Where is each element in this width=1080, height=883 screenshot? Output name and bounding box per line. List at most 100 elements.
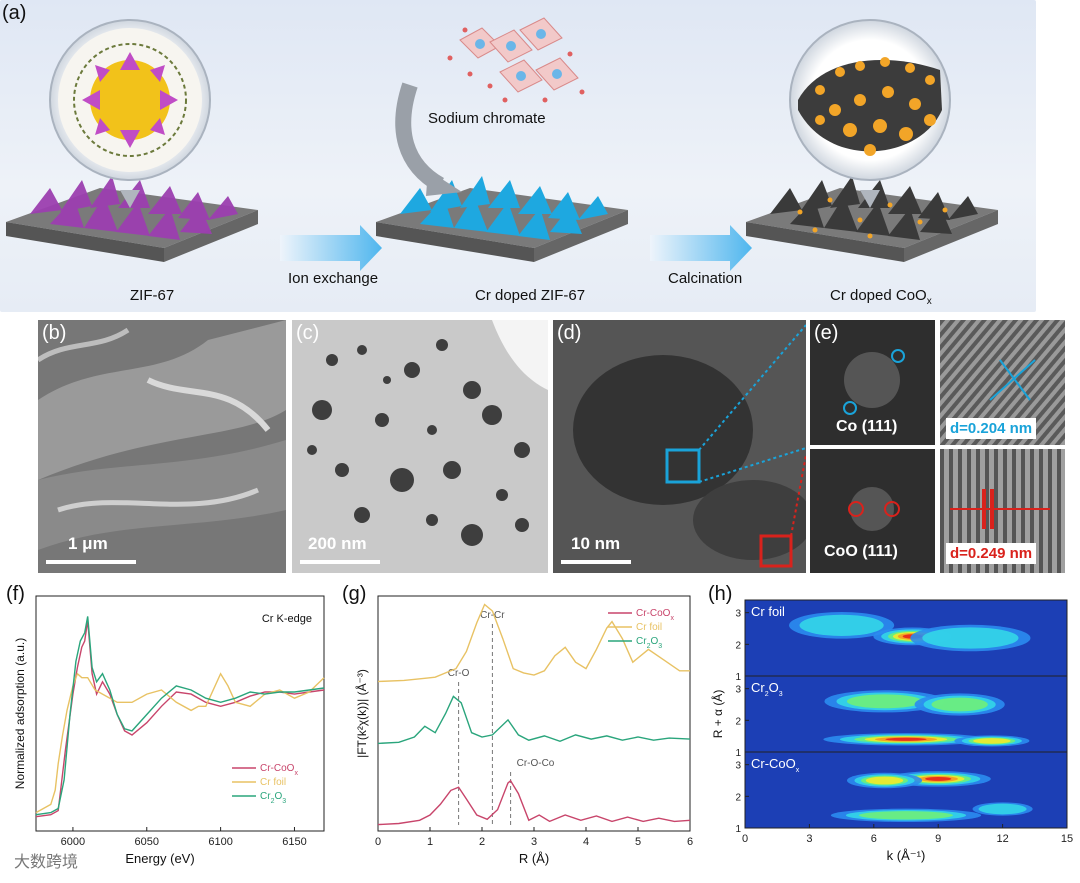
heatmap-blob-1-0-5	[885, 737, 927, 741]
panel-label-g: (g)	[342, 583, 366, 605]
y-tick-label-h: 2	[735, 640, 741, 651]
legend-label-g-1: Cr foil	[636, 622, 662, 633]
y-tick-label-h: 3	[735, 685, 741, 696]
legend-label-g-2: Cr2O3	[636, 636, 662, 650]
addition-arrow	[395, 82, 445, 192]
series-line-g-1	[377, 695, 691, 745]
lattice-image-co: d=0.204 nm	[940, 320, 1065, 445]
sem-image-b: (b) 1 μm	[38, 320, 286, 573]
cr-zif67-substrate	[376, 176, 628, 262]
legend-label-g-0: Cr-CoOx	[636, 608, 674, 622]
arrow-label-ion-exchange: Ion exchange	[288, 270, 379, 287]
scale-bar-b	[46, 560, 136, 564]
x-tick-label-f: 6100	[208, 836, 232, 848]
legend-label-f-0: Cr-CoOx	[260, 763, 298, 777]
heatmap-blob-2-2-2	[859, 811, 953, 820]
heatmap-blob-0-1-1	[799, 614, 884, 636]
zif67-substrate	[6, 176, 258, 262]
schematic-panel: (a)	[0, 0, 1036, 312]
x-tick-label-f: 6150	[282, 836, 306, 848]
x-tick-label-h: 9	[935, 833, 941, 845]
chart-ft-exafs-g: (g) 0 1 2 3 4 5 6 R (Å) |FT(k²χ(k))| (Å⁻³) Cr-O Cr-…	[342, 583, 693, 866]
panel-label-b: (b)	[42, 322, 67, 344]
y-tick-label-h: 2	[735, 716, 741, 727]
heatmap-blob-1-3-2	[931, 697, 988, 712]
reagent-label: Sodium chromate	[428, 110, 546, 127]
arrow-label-calcination: Calcination	[668, 270, 743, 287]
heatmap-panel-0	[745, 600, 1067, 676]
d-spacing-co: d=0.204 nm	[946, 418, 1037, 439]
calcination-arrow	[650, 225, 752, 271]
x-tick-label-h: 15	[1061, 833, 1073, 845]
scale-text-b: 1 μm	[68, 534, 108, 553]
panel-label-a: (a)	[2, 2, 27, 24]
plot-frame-f	[35, 595, 325, 832]
series-line-f-1	[35, 672, 325, 814]
d-spacing-coo: d=0.249 nm	[946, 543, 1037, 564]
heatmap-blob-1-2-2	[846, 694, 923, 709]
heatmap-blob-2-3-1	[978, 803, 1027, 815]
watermark: 大数跨境	[14, 854, 79, 871]
y-tick-label-h: 3	[735, 761, 741, 772]
stage-label-cr-zif67: Cr doped ZIF-67	[475, 287, 586, 304]
y-tick-label-h: 1	[735, 748, 741, 759]
chart-xanes-f: (f) 6000 6050 6100 6150 Energy (eV) Normalized…	[6, 583, 325, 866]
annotation-label-g-2: Cr-O-Co	[517, 758, 555, 769]
stage-label-cr-coox: Cr doped CoOx	[830, 287, 932, 307]
ion-exchange-arrow	[280, 225, 382, 271]
x-tick-label-g: 6	[687, 836, 693, 848]
x-axis-label-g: R (Å)	[519, 851, 549, 866]
x-axis-label-h: k (Å⁻¹)	[887, 848, 926, 863]
x-tick-label-g: 2	[479, 836, 485, 848]
heatmap-label-0: Cr foil	[751, 604, 785, 619]
panel-label-c: (c)	[296, 322, 320, 344]
fft-label-co: Co (111)	[836, 418, 898, 435]
x-tick-label-g: 0	[375, 836, 381, 848]
chart-title-f: Cr K-edge	[262, 613, 312, 625]
heatmap-blob-1-1-3	[973, 738, 1011, 744]
panel-label-h: (h)	[708, 583, 732, 605]
coox-particles-zoom	[789, 19, 951, 181]
y-axis-label-g: |FT(k²χ(k))| (Å⁻³)	[354, 669, 369, 758]
y-axis-label-f: Normalized adsorption (a.u.)	[13, 638, 27, 789]
y-axis-label-h: R + α (Å)	[710, 690, 725, 739]
heatmap-panel-2	[745, 752, 1067, 828]
panel-label-e: (e)	[814, 322, 839, 344]
legend-label-f-2: Cr2O3	[260, 791, 286, 805]
panel-label-f: (f)	[6, 583, 25, 605]
y-tick-label-h: 2	[735, 792, 741, 803]
scale-bar-d	[561, 560, 631, 564]
legend-label-f-1: Cr foil	[260, 777, 286, 788]
fft-image-coo: CoO (111)	[810, 449, 935, 573]
series-line-f-2	[35, 616, 325, 816]
x-tick-label-g: 4	[583, 836, 589, 848]
series-line-g-2	[377, 603, 690, 683]
annotation-label-g-1: Cr-Cr	[480, 610, 505, 621]
x-tick-label-h: 6	[871, 833, 877, 845]
heatmap-blob-2-1-3	[865, 776, 904, 785]
scale-text-d: 10 nm	[571, 534, 621, 553]
x-tick-label-h: 12	[996, 833, 1008, 845]
x-tick-label-g: 1	[427, 836, 433, 848]
annotation-label-g-0: Cr-O	[448, 668, 470, 679]
heatmap-frame-2	[744, 751, 1068, 829]
panel-label-d: (d)	[557, 322, 582, 344]
x-tick-label-g: 5	[635, 836, 641, 848]
lattice-image-coo: d=0.249 nm	[940, 449, 1065, 573]
synthesis-schematic	[6, 17, 998, 271]
x-tick-label-h: 3	[806, 833, 812, 845]
cr-coox-substrate	[746, 176, 998, 262]
scale-text-c: 200 nm	[308, 534, 367, 553]
y-tick-label-h: 1	[735, 824, 741, 835]
sodium-chromate-crystals	[447, 17, 585, 103]
heatmap-label-2: Cr-CoOx	[751, 756, 800, 774]
heatmap-blob-2-0-5	[925, 776, 952, 781]
x-tick-label-f: 6050	[135, 836, 159, 848]
y-tick-label-h: 1	[735, 672, 741, 683]
x-tick-label-h: 0	[742, 833, 748, 845]
x-tick-label-g: 3	[531, 836, 537, 848]
fft-label-coo: CoO (111)	[824, 543, 898, 560]
zif67-structure-zoom	[49, 19, 211, 181]
y-tick-label-h: 3	[735, 609, 741, 620]
